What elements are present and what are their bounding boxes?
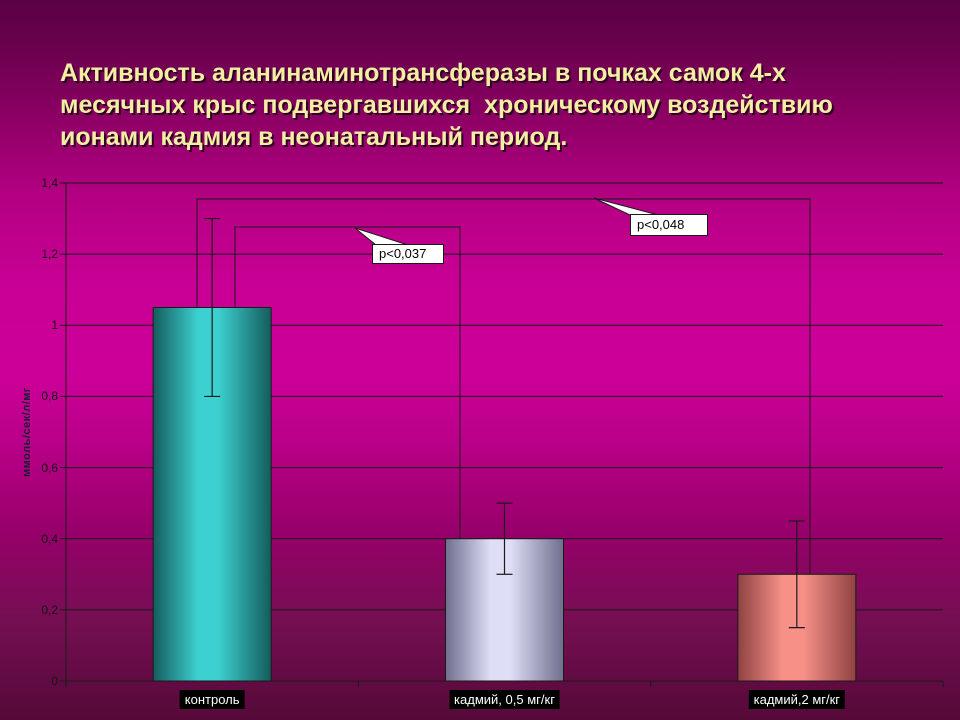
category-label-2: кадмий, 0,5 мг/кг <box>449 690 560 709</box>
y-tick-label: 0,4 <box>41 531 58 546</box>
y-tick-label: 1,2 <box>41 247 58 262</box>
y-tick-label: 0,8 <box>41 389 58 404</box>
significance-bracket <box>234 226 461 539</box>
significance-bracket <box>196 198 811 575</box>
callout-wedge <box>354 227 409 246</box>
y-tick-label: 0,2 <box>41 602 58 617</box>
category-label-3: кадмий,2 мг/кг <box>748 690 846 709</box>
title-line-1: Активность аланинаминотрансферазы в почк… <box>60 59 786 87</box>
callout-pvalue-2: p<0,048 <box>630 214 708 236</box>
title-line-2: месячных крыс подвергавшихся хроническом… <box>60 91 833 119</box>
y-tick-label: 1,4 <box>41 176 58 190</box>
callout-pvalue-1: p<0,037 <box>372 244 444 264</box>
y-axis-title: ммоль/сек/л/мг <box>21 387 33 477</box>
title-line-3: ионами кадмия в неонатальный период. <box>60 123 568 151</box>
y-tick-label: 0,6 <box>41 460 58 475</box>
y-tick-label: 0 <box>51 674 58 688</box>
y-tick-label: 1 <box>51 318 58 333</box>
slide-title: Активность аланинаминотрансферазы в почк… <box>60 57 900 153</box>
category-label-1: контроль <box>179 690 245 709</box>
